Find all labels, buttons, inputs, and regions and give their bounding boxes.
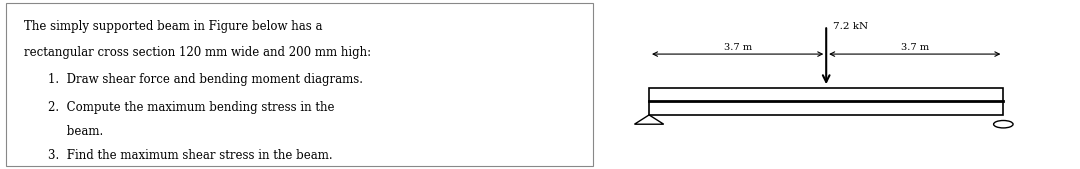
Text: The simply supported beam in Figure below has a: The simply supported beam in Figure belo… [24,20,323,33]
Text: 1.  Draw shear force and bending moment diagrams.: 1. Draw shear force and bending moment d… [49,73,363,86]
Text: 3.7 m: 3.7 m [901,43,929,52]
Text: rectangular cross section 120 mm wide and 200 mm high:: rectangular cross section 120 mm wide an… [24,46,372,59]
Text: 2.  Compute the maximum bending stress in the: 2. Compute the maximum bending stress in… [49,101,335,114]
Bar [649,88,1003,115]
Text: 7.2 kN: 7.2 kN [833,22,868,31]
Text: beam.: beam. [49,125,104,138]
Text: 3.  Find the maximum shear stress in the beam.: 3. Find the maximum shear stress in the … [49,149,333,162]
Text: 3.7 m: 3.7 m [724,43,752,52]
